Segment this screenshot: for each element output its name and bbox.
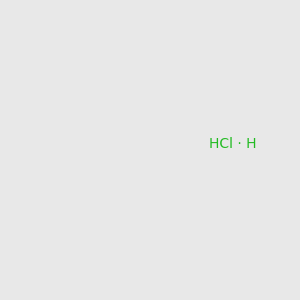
Text: HCl · H: HCl · H: [209, 137, 257, 151]
